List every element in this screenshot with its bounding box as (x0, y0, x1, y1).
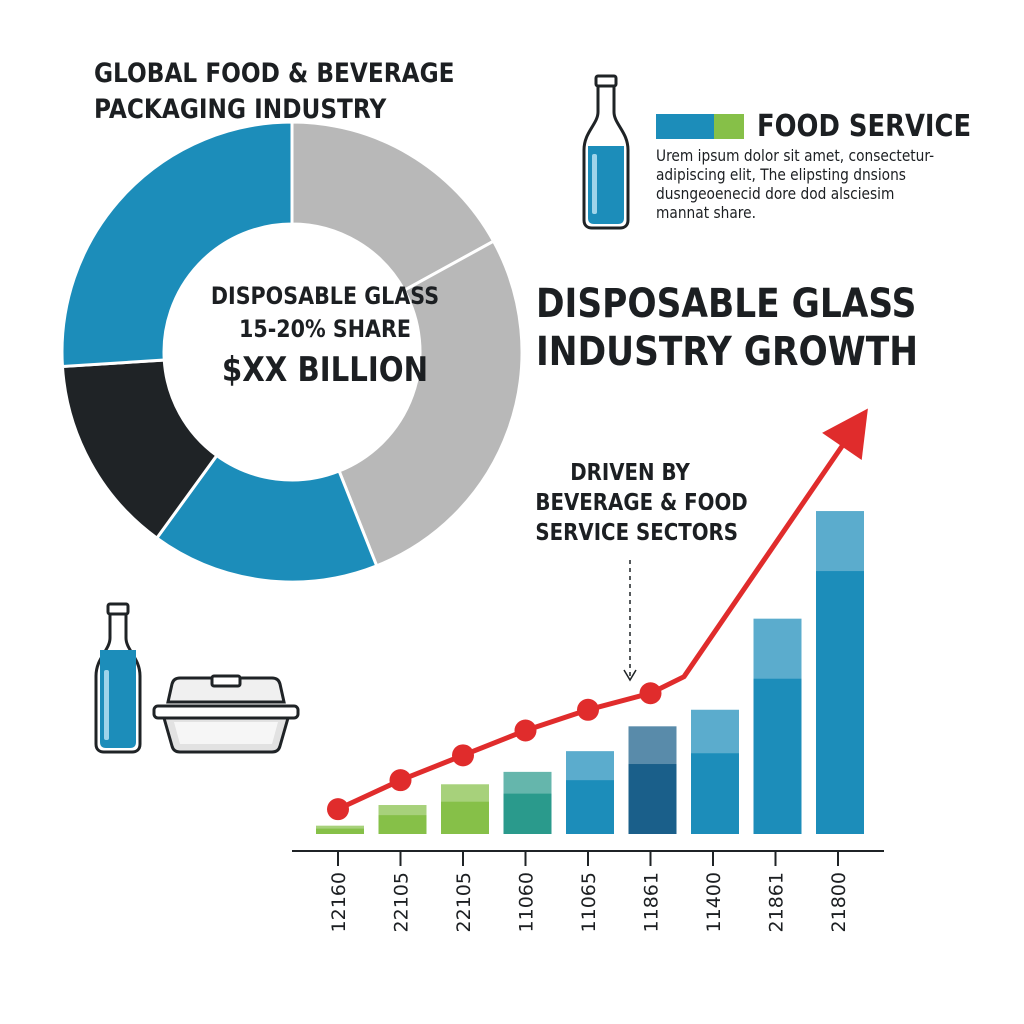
trend-point-2 (389, 769, 412, 792)
legend-description: Urem ipsum dolor sit amet, consectetur- … (656, 146, 935, 222)
trend-point-6 (639, 682, 662, 705)
trend-point-1 (327, 798, 349, 821)
bar-highlight-4 (503, 771, 552, 794)
bar-highlight-6 (628, 726, 677, 765)
bar-3 (441, 784, 489, 834)
chart-title-line1: GLOBAL FOOD & BEVERAGE (94, 58, 455, 89)
bar-2 (378, 805, 427, 834)
annotation-line2: BEVERAGE & FOOD (535, 490, 748, 516)
legend-desc-line2: adipiscing elit, The elipsting dnsions (656, 165, 906, 184)
annotation-pointer-head (623, 669, 637, 682)
legend-desc-line1: Urem ipsum dolor sit amet, consectetur- (656, 146, 935, 165)
trend-point-3 (452, 744, 474, 767)
bar-4 (503, 771, 552, 834)
growth-title-line2: INDUSTRY GROWTH (536, 329, 918, 375)
x-tick-label-8: 21861 (766, 872, 788, 932)
legend-swatch-blue (656, 114, 714, 139)
x-tick-label-9: 21800 (828, 872, 850, 932)
chart-title-line2: PACKAGING INDUSTRY (94, 94, 387, 125)
bar-highlight-1 (316, 825, 364, 829)
trend-point-4 (514, 719, 537, 742)
bottle-icon (582, 74, 630, 230)
bar-highlight-7 (691, 709, 739, 754)
x-tick-label-2: 22105 (391, 872, 413, 932)
growth-chart-title: DISPOSABLE GLASS INDUSTRY GROWTH (536, 280, 932, 376)
bar-5 (566, 751, 614, 834)
trend-line (336, 418, 863, 812)
donut-slice-3 (154, 453, 379, 584)
chart-title: GLOBAL FOOD & BEVERAGE PACKAGING INDUSTR… (94, 56, 455, 128)
food-container-icon (152, 674, 300, 754)
bar-7 (691, 709, 739, 834)
x-tick-label-7: 11400 (703, 872, 725, 932)
bar-highlight-2 (378, 805, 427, 816)
legend-swatch-green (714, 114, 744, 139)
donut-center-label: DISPOSABLE GLASS 15-20% SHARE $XX BILLIO… (165, 280, 485, 394)
x-tick-label-4: 11060 (516, 872, 538, 932)
donut-center-line1: DISPOSABLE GLASS (210, 282, 440, 310)
donut-center-line3: $XX BILLION (221, 350, 429, 390)
bar-8 (753, 618, 802, 834)
bar-highlight-9 (816, 511, 864, 572)
donut-slice-1 (290, 120, 496, 293)
bar-highlight-8 (753, 618, 802, 679)
bar-highlight-5 (566, 751, 614, 781)
legend-desc-line4: mannat share. (656, 203, 757, 222)
legend-label: FOOD SERVICE (757, 109, 972, 144)
growth-annotation: DRIVEN BY BEVERAGE & FOOD SERVICE SECTOR… (535, 458, 748, 548)
bar-9 (816, 511, 864, 834)
annotation-line1: DRIVEN BY (570, 460, 690, 486)
bar-1 (316, 825, 364, 834)
donut-slice-5 (60, 120, 294, 369)
x-tick-label-3: 22105 (453, 872, 475, 932)
bar-6 (628, 726, 677, 834)
x-tick-label-1: 12160 (328, 872, 350, 932)
growth-title-line1: DISPOSABLE GLASS (536, 281, 917, 327)
legend-desc-line3: dusngeoenecid dore dod alsciesim (656, 184, 895, 203)
trend-arrow-head (822, 408, 868, 460)
donut-center-line2: 15-20% SHARE (239, 315, 411, 343)
annotation-line3: SERVICE SECTORS (535, 520, 739, 546)
x-tick-label-5: 11065 (578, 872, 600, 932)
legend-swatches (656, 114, 744, 139)
bar-highlight-3 (441, 784, 489, 802)
donut-slice-2 (337, 239, 524, 568)
trend-point-5 (577, 698, 599, 721)
x-tick-label-6: 11861 (641, 872, 663, 932)
bottle-icon (94, 602, 142, 754)
donut-slice-4 (60, 358, 219, 541)
